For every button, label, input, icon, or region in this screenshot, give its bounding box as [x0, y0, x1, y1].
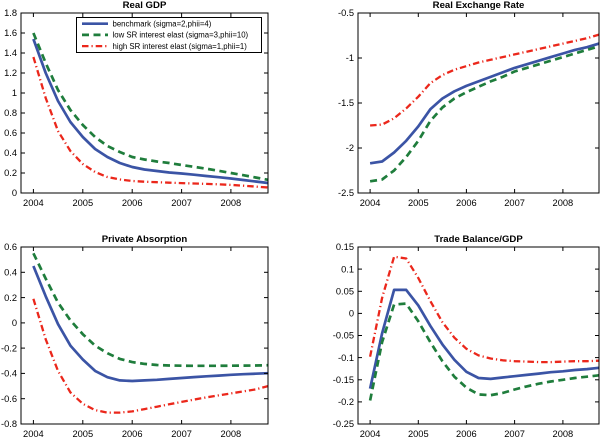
x-tick-label: 2008: [221, 198, 242, 208]
x-tick-label: 2004: [23, 198, 44, 208]
x-tick-label: 2005: [72, 429, 93, 439]
y-tick-label: 0.2: [4, 168, 17, 178]
chart-title-real-gdp: Real GDP: [123, 0, 167, 11]
subplot-real-exchange-rate: 2004 2005 2006 2007 2008 -2.5 -2 -1.5 -1 -0.5 Real…: [338, 0, 600, 208]
y-tick-label: 0.2: [4, 293, 17, 303]
y-tick-label: -0.2: [1, 343, 17, 353]
x-tick-label: 2004: [360, 429, 381, 439]
x-tick-label: 2007: [504, 198, 525, 208]
x-tick-label: 2005: [408, 429, 429, 439]
y-tick-label: 0.6: [4, 242, 17, 252]
y-tick-label: -0.8: [1, 419, 17, 429]
legend-label-benchmark: benchmark (sigma=2,phii=4): [113, 20, 212, 29]
axes-frame: [20, 12, 269, 194]
y-tick-label: 0: [12, 188, 17, 198]
series-line-benchmark: [368, 288, 600, 389]
y-tick-label: -0.4: [1, 369, 17, 379]
series-line-high-sr-elast: [368, 255, 600, 364]
x-tick-label: 2006: [122, 198, 143, 208]
x-tick-label: 2006: [456, 429, 477, 439]
axes-frame: [357, 246, 600, 425]
y-tick-label: -0.1: [338, 353, 354, 363]
y-tick-label: 1.8: [4, 8, 17, 18]
y-tick-label: 0.6: [4, 128, 17, 138]
legend-label-low-sr-elast: low SR interest elast (sigma=3,phii=10): [113, 31, 249, 40]
x-tick-label: 2008: [553, 198, 574, 208]
subplot-private-absorption: 2004 2005 2006 2007 2008 -0.8 -0.6 -0.4 -0.2 0 0.2…: [1, 234, 269, 439]
series-line-benchmark: [369, 42, 600, 165]
series-line-high-sr-elast: [32, 56, 269, 189]
y-tick-label: -0.15: [333, 375, 354, 385]
y-tick-label: 1.6: [4, 28, 17, 38]
series-line-benchmark: [32, 38, 269, 185]
legend: benchmark (sigma=2,phii=4) low SR interes…: [76, 17, 262, 53]
y-tick-label: 0.4: [4, 268, 17, 278]
y-tick-label: -1.5: [338, 98, 354, 108]
y-tick-label: -0.2: [338, 397, 354, 407]
series-line-low-sr-elast: [368, 302, 600, 401]
x-tick-label: 2007: [171, 429, 192, 439]
series-line-high-sr-elast: [32, 298, 269, 414]
y-tick-label: 0.4: [4, 148, 17, 158]
series-line-low-sr-elast: [32, 32, 269, 182]
y-tick-label: -0.6: [1, 394, 17, 404]
x-tick-label: 2004: [360, 198, 381, 208]
x-tick-label: 2005: [408, 198, 429, 208]
x-tick-label: 2006: [122, 429, 143, 439]
y-tick-label: -2.5: [338, 188, 354, 198]
x-tick-label: 2007: [504, 429, 525, 439]
y-tick-label: -1: [346, 53, 354, 63]
y-tick-label: 0.8: [4, 108, 17, 118]
series-line-low-sr-elast: [32, 252, 269, 368]
y-tick-label: 0.1: [341, 264, 354, 274]
subplot-trade-balance-gdp: 2004 2005 2006 2007 2008 -0.25 -0.2 -0.15 -0.1 -0…: [333, 234, 600, 439]
x-tick-label: 2006: [456, 198, 477, 208]
y-tick-label: 1.4: [4, 48, 17, 58]
x-tick-label: 2004: [23, 429, 44, 439]
y-tick-label: 0: [349, 309, 354, 319]
y-tick-label: -0.05: [333, 331, 354, 341]
axes-frame: [20, 246, 269, 425]
y-tick-label: -2: [346, 143, 354, 153]
y-tick-label: 1.2: [4, 68, 17, 78]
x-tick-label: 2007: [171, 198, 192, 208]
chart-title-private-absorption: Private Absorption: [102, 234, 188, 245]
y-tick-label: 0.05: [336, 287, 354, 297]
y-tick-label: -0.5: [338, 8, 354, 18]
y-tick-label: -0.25: [333, 419, 354, 429]
series-line-high-sr-elast: [370, 33, 600, 127]
chart-title-trade-balance-gdp: Trade Balance/GDP: [434, 234, 523, 245]
y-tick-label: 0.15: [336, 242, 354, 252]
subplot-real-gdp: 2004 2005 2006 2007 2008 0 0.2 0.4 0.6 0.8 1 1.2 1.4…: [4, 0, 269, 208]
x-tick-label: 2008: [221, 429, 242, 439]
chart-title-real-exchange-rate: Real Exchange Rate: [433, 0, 525, 11]
y-tick-label: 0: [12, 318, 17, 328]
legend-label-high-sr-elast: high SR interest elast (sigma=1,phii=1): [113, 42, 248, 51]
axes-frame: [357, 12, 600, 194]
series-line-low-sr-elast: [369, 45, 600, 183]
y-tick-label: 1: [12, 88, 17, 98]
x-tick-label: 2005: [72, 198, 93, 208]
series-line-benchmark: [32, 265, 269, 383]
x-tick-label: 2008: [553, 429, 574, 439]
